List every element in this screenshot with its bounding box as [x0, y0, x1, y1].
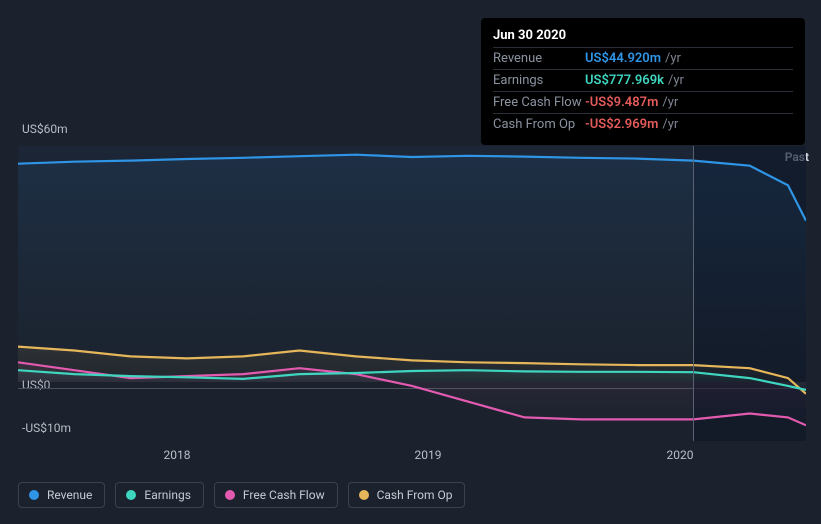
- tooltip-per: /yr: [662, 95, 678, 110]
- legend-item-revenue[interactable]: Revenue: [18, 482, 105, 508]
- tooltip-row-cfo: Cash From Op -US$2.969m /yr: [493, 113, 793, 135]
- tooltip-row-earnings: Earnings US$777.969k /yr: [493, 69, 793, 91]
- tooltip-row-label: Earnings: [493, 73, 585, 88]
- legend-item-earnings[interactable]: Earnings: [115, 482, 204, 508]
- legend-label: Cash From Op: [377, 488, 453, 502]
- tooltip-row-fcf: Free Cash Flow -US$9.487m /yr: [493, 91, 793, 113]
- tooltip-per: /yr: [668, 73, 684, 88]
- tooltip-row-revenue: Revenue US$44.920m /yr: [493, 47, 793, 69]
- legend-swatch: [126, 490, 136, 500]
- legend-label: Revenue: [47, 488, 92, 502]
- legend-swatch: [29, 490, 39, 500]
- chart-legend: Revenue Earnings Free Cash Flow Cash Fro…: [18, 482, 465, 508]
- legend-swatch: [359, 490, 369, 500]
- legend-label: Earnings: [144, 488, 191, 502]
- tooltip-marker-line: [693, 146, 694, 441]
- legend-item-cfo[interactable]: Cash From Op: [348, 482, 466, 508]
- y-tick-label: US$60m: [22, 122, 68, 136]
- x-tick-label: 2020: [667, 448, 694, 462]
- tooltip-row-label: Free Cash Flow: [493, 95, 585, 110]
- tooltip-date: Jun 30 2020: [493, 26, 793, 47]
- tooltip-row-value: US$777.969k: [585, 73, 664, 88]
- tooltip-row-label: Revenue: [493, 51, 585, 66]
- legend-item-fcf[interactable]: Free Cash Flow: [214, 482, 338, 508]
- x-tick-label: 2019: [415, 448, 442, 462]
- legend-label: Free Cash Flow: [243, 488, 325, 502]
- tooltip-per: /yr: [662, 117, 678, 132]
- legend-swatch: [225, 490, 235, 500]
- x-tick-label: 2018: [164, 448, 191, 462]
- tooltip-row-label: Cash From Op: [493, 117, 585, 132]
- tooltip-row-value: -US$2.969m: [585, 117, 658, 132]
- financials-chart[interactable]: [18, 146, 806, 441]
- tooltip-row-value: US$44.920m: [585, 51, 661, 66]
- tooltip-per: /yr: [665, 51, 681, 66]
- chart-tooltip: Jun 30 2020 Revenue US$44.920m /yr Earni…: [481, 18, 805, 145]
- tooltip-row-value: -US$9.487m: [585, 95, 658, 110]
